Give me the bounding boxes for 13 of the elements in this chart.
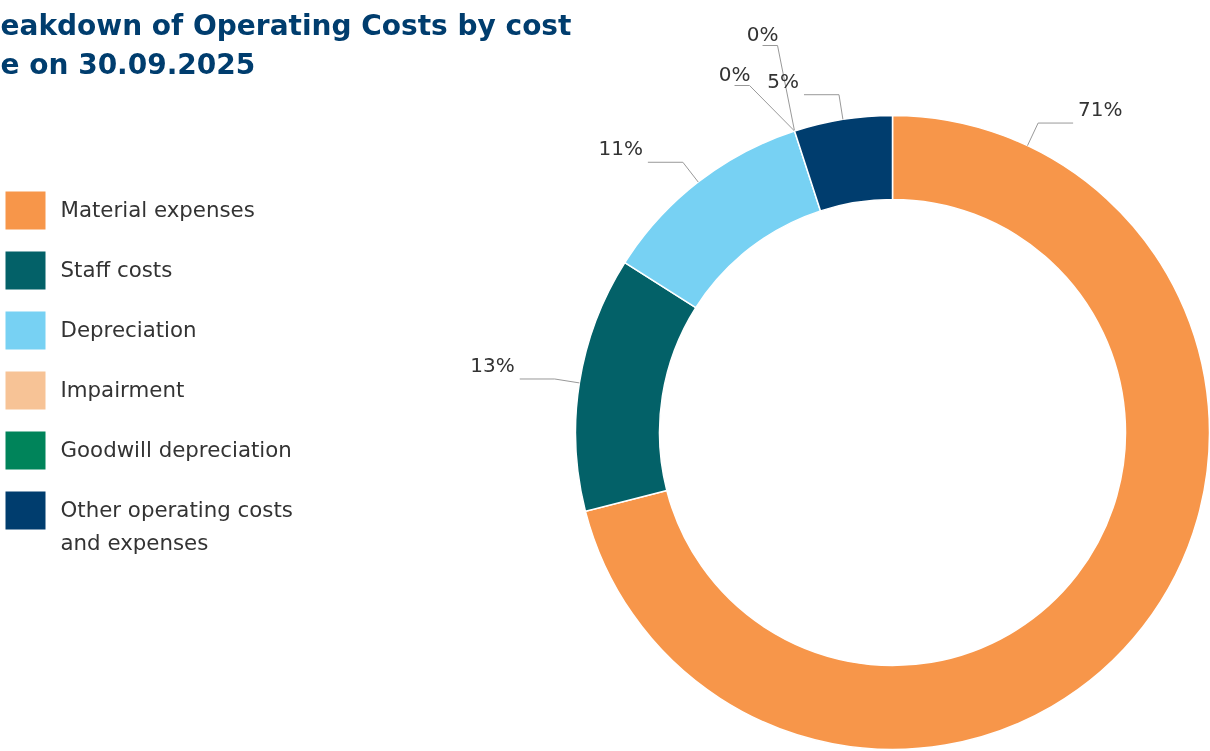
data-label: 11% — [598, 136, 643, 161]
legend-label: Material expenses — [60, 196, 255, 222]
text: 0% — [746, 21, 779, 46]
legend-label: Goodwill depreciation — [60, 436, 292, 462]
legend-label: Staff costs — [60, 256, 173, 282]
chart-title: eakdown of Operating Costs by cost e on 30.09.2025 — [0, 8, 572, 82]
legend-label: Depreciation — [60, 316, 197, 342]
data-label: 13% — [470, 353, 515, 377]
data-label: 71% — [1078, 97, 1123, 122]
data-label: 5% — [767, 68, 800, 93]
legend-label: Impairment — [60, 376, 185, 402]
text: 0% — [718, 61, 751, 86]
legend-label: Other operating costs and expenses — [60, 496, 293, 556]
